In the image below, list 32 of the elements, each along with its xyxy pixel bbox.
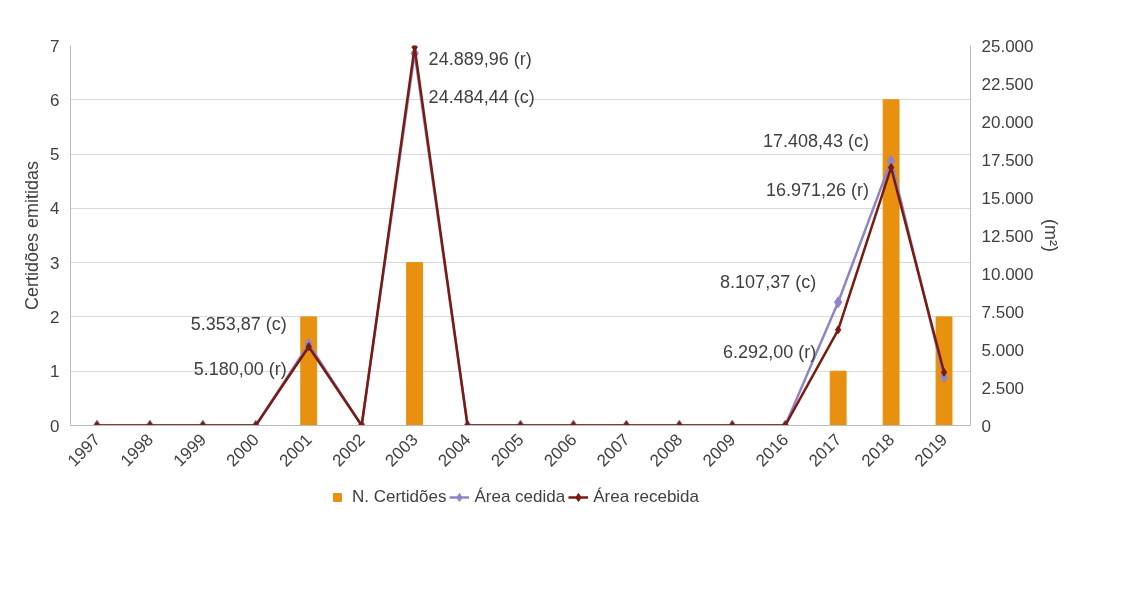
y2-tick-label: 5.000 [981, 340, 1025, 360]
data-label: 24.484,44 (c) [428, 87, 535, 108]
data-label: 17.408,43 (c) [763, 130, 870, 151]
y2-tick-label: 25.000 [981, 36, 1034, 56]
data-label: 16.971,26 (r) [766, 179, 870, 200]
y2-tick-label: 7.500 [981, 302, 1025, 322]
data-label: 5.353,87 (c) [190, 314, 287, 335]
legend-label: N. Certidões [351, 486, 447, 507]
y2-tick-label: 22.500 [981, 74, 1034, 94]
y2-tick-label: 0 [981, 416, 991, 436]
y2-tick-label: 10.000 [981, 264, 1034, 284]
data-label: 8.107,37 (c) [720, 272, 817, 293]
y-tick-label: 6 [50, 90, 60, 110]
y-tick-label: 1 [50, 362, 60, 382]
y2-axis-title: (m²) [1041, 219, 1062, 252]
y-tick-label: 3 [50, 253, 60, 273]
data-label: 24.889,96 (r) [428, 49, 532, 70]
y-tick-label: 2 [50, 307, 60, 327]
y2-tick-label: 15.000 [981, 188, 1034, 208]
y2-tick-label: 17.500 [981, 150, 1034, 170]
y2-tick-label: 20.000 [981, 112, 1034, 132]
y2-tick-label: 12.500 [981, 226, 1034, 246]
legend-label: Área recebida [593, 486, 700, 507]
y-tick-label: 7 [50, 36, 60, 56]
y-tick-label: 4 [50, 199, 60, 219]
data-label: 6.292,00 (r) [723, 341, 817, 362]
data-label: 5.180,00 (r) [193, 358, 287, 379]
y-axis-title: Certidões emitidas [22, 160, 43, 311]
legend-label: Área cedida [474, 486, 566, 507]
y2-tick-label: 2.500 [981, 378, 1025, 398]
y-tick-label: 5 [50, 145, 60, 165]
y-tick-label: 0 [50, 416, 60, 436]
